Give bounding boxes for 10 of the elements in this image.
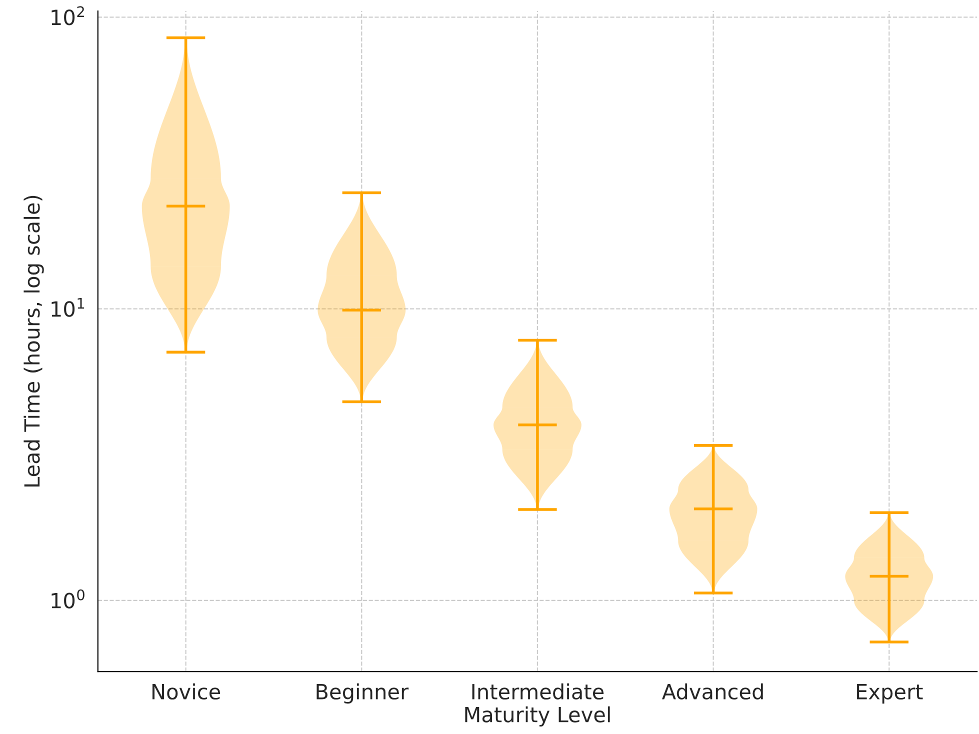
y-tick-label: 10$^{2}$ [52, 6, 84, 26]
x-tick-label: Advanced [662, 683, 763, 700]
y-axis-title: Lead Time (hours, log scale) [24, 196, 44, 486]
x-tick-label: Expert [857, 684, 923, 704]
x-axis-title: Maturity Level [465, 706, 610, 727]
y-tick-label: 10$^{0}$ [52, 589, 84, 608]
x-tick-label: Novice [152, 683, 220, 700]
x-tick-label: Beginner [316, 683, 409, 704]
y-tick-label: 10$^{1}$ [52, 298, 84, 317]
x-tick-label: Intermediate [472, 683, 604, 700]
